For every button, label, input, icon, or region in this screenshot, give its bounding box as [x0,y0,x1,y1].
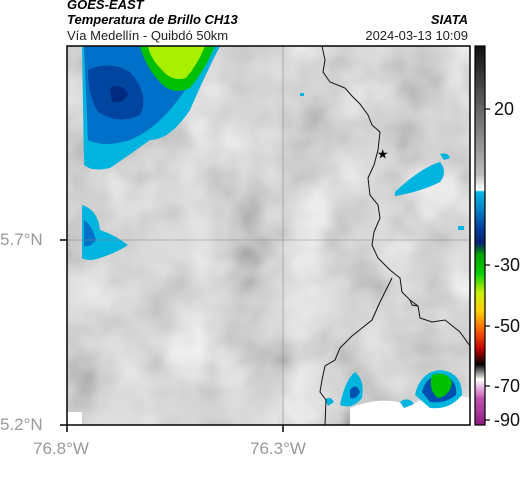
colorbar-tick-label: -70 [494,376,521,396]
lon-tick-label: 76.8°W [33,439,89,458]
colorbar-tick-label: -30 [494,255,521,275]
product-title: Temperatura de Brillo CH13 [67,12,238,27]
colorbar-tick-label: -50 [494,316,521,336]
satellite-name: GOES-EAST [67,0,144,12]
brightness-temperature-field: ★ [67,46,470,425]
cold-cloud-top-left [82,46,220,170]
department-boundaries [319,46,470,425]
cold-cloud-streak [395,162,444,196]
lon-tick-label: 76.3°W [250,439,306,458]
colorbar [474,45,490,426]
cold-cloud-bottom-right [325,370,462,409]
colorbar-tick-label: 20 [494,99,515,119]
organization-label: SIATA [430,12,468,27]
map-frame [66,45,471,426]
colorbar-tick-label: -90 [494,410,521,430]
timestamp: 2024-03-13 10:09 [365,28,468,43]
lat-tick-label: 5.7°N [0,230,43,249]
cold-cloud-left [82,205,128,260]
location-star-marker: ★ [377,146,389,161]
region-label: Vía Medellín - Quibdó 50km [67,28,229,43]
lat-tick-label: 5.2°N [0,415,43,434]
